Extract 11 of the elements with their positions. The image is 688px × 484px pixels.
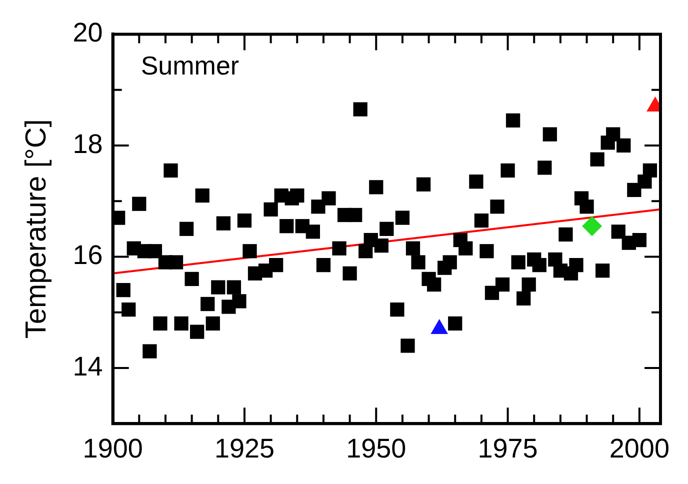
x-tick-label: 1925 bbox=[214, 433, 275, 464]
x-tick-label: 1950 bbox=[346, 433, 406, 464]
x-tick-label: 1975 bbox=[478, 433, 538, 464]
y-tick-label: 20 bbox=[72, 18, 103, 48]
x-tick-label: 1900 bbox=[82, 433, 143, 464]
y-axis-title: Temperature [°C] bbox=[20, 119, 52, 339]
y-tick-label: 18 bbox=[72, 128, 103, 159]
y-tick-label: 16 bbox=[72, 240, 103, 270]
y-tick-label: 14 bbox=[72, 351, 103, 382]
text: Summer bbox=[140, 50, 240, 80]
x-tick-label: 2000 bbox=[609, 433, 670, 464]
